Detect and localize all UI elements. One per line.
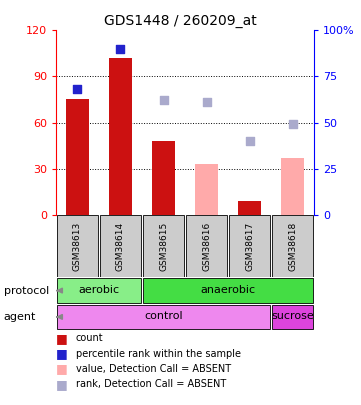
Text: GSM38614: GSM38614 <box>116 222 125 271</box>
Bar <box>57 305 270 329</box>
Bar <box>272 215 313 277</box>
Text: percentile rank within the sample: percentile rank within the sample <box>76 349 241 358</box>
Text: protocol: protocol <box>4 286 49 296</box>
Bar <box>57 215 98 277</box>
Text: GSM38617: GSM38617 <box>245 222 254 271</box>
Bar <box>186 215 227 277</box>
Point <box>290 121 295 128</box>
Text: value, Detection Call = ABSENT: value, Detection Call = ABSENT <box>76 364 231 374</box>
Bar <box>272 305 313 329</box>
Point <box>118 46 123 52</box>
Point <box>75 86 81 93</box>
Bar <box>238 201 261 215</box>
Text: GSM38616: GSM38616 <box>202 222 211 271</box>
Bar <box>152 141 175 215</box>
Bar <box>100 215 141 277</box>
Bar <box>66 100 89 215</box>
Text: ■: ■ <box>56 332 68 345</box>
Text: GSM38615: GSM38615 <box>159 222 168 271</box>
Text: aerobic: aerobic <box>78 285 119 295</box>
Bar <box>195 164 218 215</box>
Text: control: control <box>144 311 183 322</box>
Bar <box>143 279 313 303</box>
Bar <box>281 158 304 215</box>
Bar <box>229 215 270 277</box>
Point <box>204 99 209 105</box>
Text: ■: ■ <box>56 347 68 360</box>
Bar <box>143 215 184 277</box>
Text: GDS1448 / 260209_at: GDS1448 / 260209_at <box>104 14 257 28</box>
Bar <box>57 279 141 303</box>
Point <box>247 138 252 144</box>
Point <box>161 97 166 104</box>
Text: count: count <box>76 333 104 343</box>
Text: sucrose: sucrose <box>271 311 314 322</box>
Text: GSM38618: GSM38618 <box>288 222 297 271</box>
Bar <box>109 58 132 215</box>
Text: GSM38613: GSM38613 <box>73 222 82 271</box>
Text: agent: agent <box>4 312 36 322</box>
Text: ■: ■ <box>56 362 68 375</box>
Text: rank, Detection Call = ABSENT: rank, Detection Call = ABSENT <box>76 379 226 389</box>
Text: ■: ■ <box>56 378 68 391</box>
Text: anaerobic: anaerobic <box>200 285 256 295</box>
